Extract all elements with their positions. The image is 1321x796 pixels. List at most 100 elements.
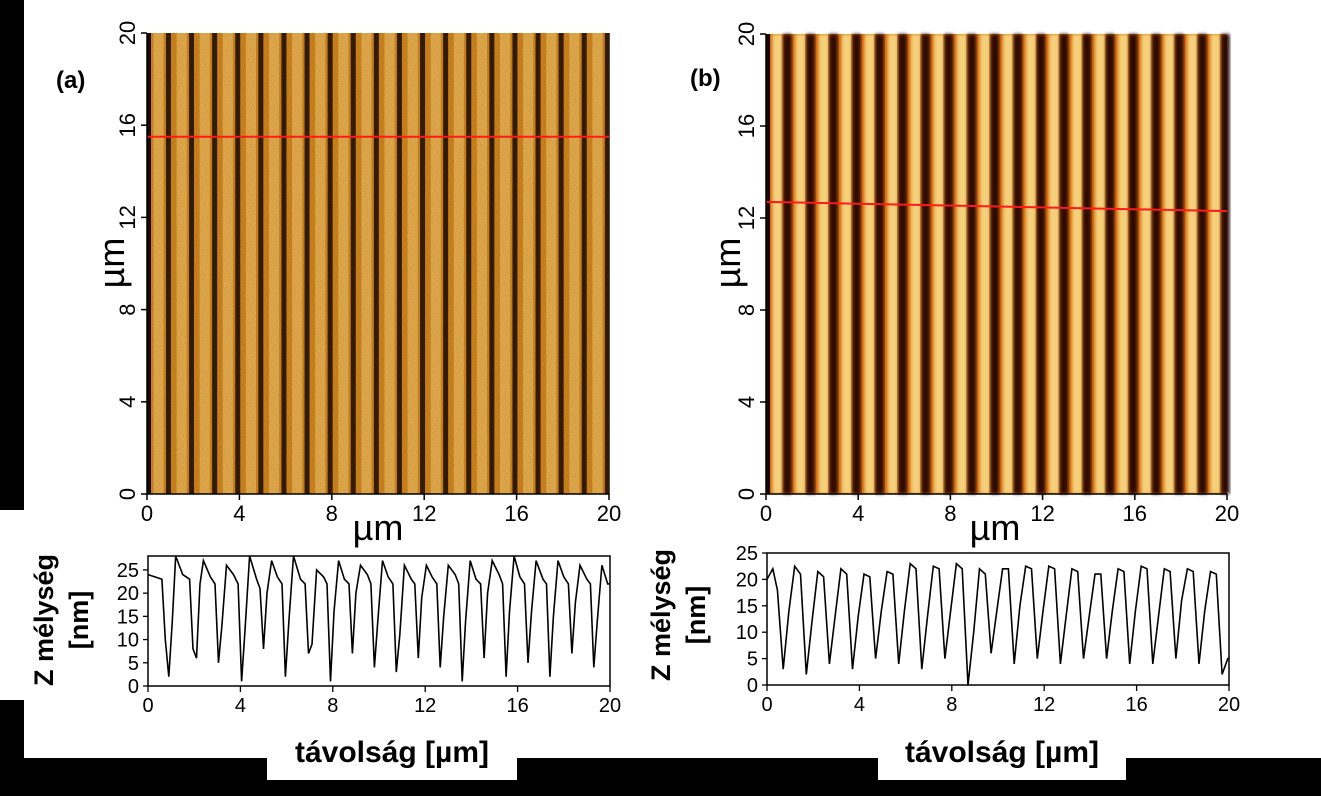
afm-a-x-tick-label: 12 [412, 501, 436, 526]
profile-b-x-tick-label: 20 [1218, 694, 1240, 716]
scan-line-b [765, 200, 1228, 213]
profile-b-y-tick-label: 25 [736, 543, 758, 565]
afm-b-trough [990, 34, 1000, 494]
profile-b-xlabel: távolság [µm] [878, 728, 1126, 780]
afm-b-ridge [1049, 34, 1060, 494]
afm-a-ylabel: µm [91, 238, 132, 289]
afm-b-y-tick-label: 20 [734, 22, 759, 46]
profile-b-y-tick-label: 15 [736, 596, 758, 618]
afm-b-x-tick-label: 4 [852, 501, 864, 526]
afm-a-x-tick-label: 0 [141, 501, 153, 526]
profile-b-x-tick-label: 0 [761, 694, 772, 716]
profile-a-y-tick-label: 0 [128, 676, 139, 698]
profile-b-x-tick-label: 16 [1125, 694, 1147, 716]
afm-b-trough [852, 34, 862, 494]
afm-a-x-tick-label: 8 [326, 501, 338, 526]
afm-a-y-tick-label: 20 [115, 21, 140, 45]
afm-b-trough [898, 34, 908, 494]
profile-b-y-tick-label: 20 [736, 569, 758, 591]
afm-b-ridge [864, 34, 875, 494]
afm-image-a-noise [147, 33, 609, 494]
afm-b-ridge [772, 34, 783, 494]
afm-b-y-tick-label: 4 [734, 396, 759, 408]
afm-b-trough [1174, 34, 1184, 494]
profile-a-y-tick-label: 5 [128, 653, 139, 675]
panel-label-a: (a) [56, 67, 85, 94]
afm-image-a-axes: 0 4 8 12 16 20 0 4 8 12 16 20 [115, 21, 621, 526]
afm-a-y-tick-label: 0 [115, 488, 140, 500]
afm-b-ridge [1095, 34, 1106, 494]
afm-b-y-tick-label: 8 [734, 304, 759, 316]
afm-b-trough [1013, 34, 1023, 494]
afm-b-x-tick-label: 0 [760, 501, 772, 526]
afm-a-y-tick-label: 4 [115, 396, 140, 408]
afm-b-trough [1197, 34, 1207, 494]
afm-b-trough [1151, 34, 1161, 494]
afm-image-a: 0 4 8 12 16 20 0 4 8 12 16 20 (a) µm µm [56, 21, 621, 548]
afm-a-y-tick-label: 8 [115, 303, 140, 315]
afm-a-x-tick-label: 4 [233, 501, 245, 526]
afm-b-trough [1036, 34, 1046, 494]
afm-b-ridge [1118, 34, 1129, 494]
afm-b-ridge [910, 34, 921, 494]
left-black-bar [0, 0, 24, 510]
profile-a-y-tick-label: 25 [117, 560, 139, 582]
profile-b-frame [766, 552, 1230, 686]
afm-b-ridge [1072, 34, 1083, 494]
afm-b-xlabel: µm [970, 507, 1021, 548]
profile-a-ylabel-2: [nm] [64, 591, 94, 649]
profile-b-x-tick-label: 4 [854, 694, 865, 716]
afm-b-trough [1059, 34, 1069, 494]
profile-a-y-tick-label: 15 [117, 606, 139, 628]
afm-b-x-tick-label: 12 [1030, 501, 1054, 526]
afm-b-trough [828, 34, 838, 494]
profile-b-line [766, 561, 1229, 686]
afm-b-x-tick-label: 20 [1215, 501, 1239, 526]
afm-b-trough [875, 34, 885, 494]
afm-b-ridge [1210, 34, 1221, 494]
afm-image-b: 0 4 8 12 16 20 0 4 8 12 16 20 (b) µm µm [690, 22, 1239, 548]
profile-a-y-tick-label: 10 [117, 630, 139, 652]
profile-a-line [147, 555, 610, 682]
profile-b-axes: 0 4 8 12 16 20 0 5 10 15 20 25 [736, 543, 1240, 716]
afm-b-trough [1220, 34, 1230, 494]
afm-b-ridge [1187, 34, 1198, 494]
afm-b-trough [1128, 34, 1138, 494]
afm-b-trough [967, 34, 977, 494]
afm-a-y-tick-label: 12 [115, 205, 140, 229]
afm-b-x-tick-label: 16 [1123, 501, 1147, 526]
profile-b-y-tick-label: 5 [747, 649, 758, 671]
afm-b-x-tick-label: 8 [944, 501, 956, 526]
afm-b-edge-left [766, 34, 770, 494]
profile-b-y-tick-label: 10 [736, 622, 758, 644]
afm-b-y-tick-label: 0 [734, 488, 759, 500]
afm-b-trough [1082, 34, 1092, 494]
profile-a-x-tick-label: 0 [142, 695, 153, 717]
afm-b-ridge [795, 34, 806, 494]
profile-b-x-tick-label: 8 [946, 694, 957, 716]
profile-b-ylabel-1: Z mélység [646, 549, 676, 681]
afm-b-trough [944, 34, 954, 494]
profile-plot-b: 0 4 8 12 16 20 0 5 10 15 20 25 Z mélység [nm] [646, 543, 1240, 716]
afm-b-trough [1105, 34, 1115, 494]
afm-b-ridge [887, 34, 898, 494]
afm-b-ridge [1141, 34, 1152, 494]
afm-b-ridge [841, 34, 852, 494]
afm-a-y-tick-label: 16 [115, 113, 140, 137]
afm-b-trough [921, 34, 931, 494]
afm-b-y-tick-label: 12 [734, 206, 759, 230]
profile-a-ylabel-1: Z mélység [29, 554, 59, 686]
afm-b-ridge [818, 34, 829, 494]
afm-b-ridge [1026, 34, 1037, 494]
profile-a-x-tick-label: 16 [506, 695, 528, 717]
afm-image-b-axes: 0 4 8 12 16 20 0 4 8 12 16 20 [734, 22, 1239, 526]
profile-a-y-tick-label: 20 [117, 583, 139, 605]
afm-b-ridge [1002, 34, 1014, 494]
profile-a-x-tick-label: 4 [235, 695, 246, 717]
afm-a-x-tick-label: 20 [597, 501, 621, 526]
afm-image-b-pixels [766, 34, 1230, 494]
afm-b-trough [782, 34, 792, 494]
afm-b-ridge [1164, 34, 1175, 494]
